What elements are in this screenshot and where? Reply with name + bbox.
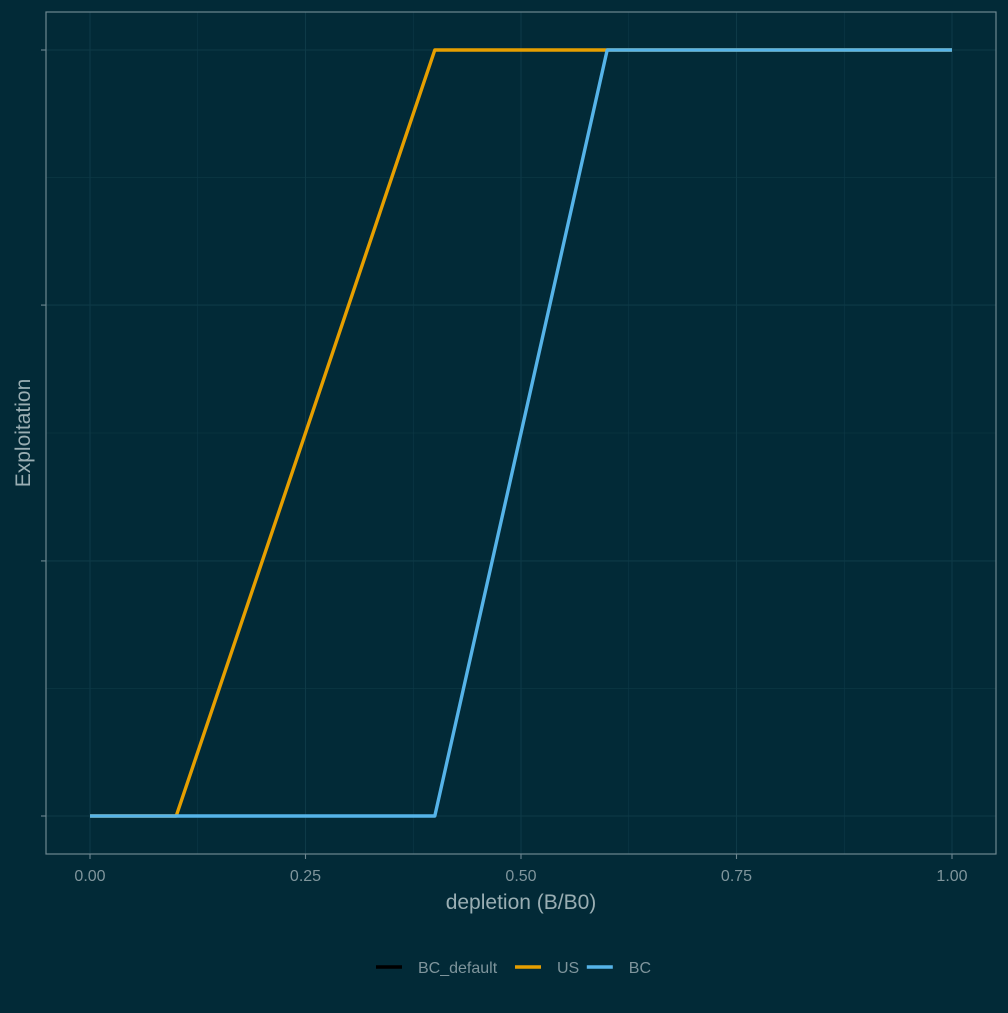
legend-label-bc: BC bbox=[629, 960, 651, 977]
x-tick-label: 0.25 bbox=[290, 868, 321, 885]
legend-label-bc-default: BC_default bbox=[418, 960, 498, 977]
x-tick-label: 0.75 bbox=[721, 868, 752, 885]
y-axis-title: Exploitation bbox=[12, 379, 35, 488]
x-tick-label: 0.00 bbox=[74, 868, 105, 885]
legend-label-us: US bbox=[557, 960, 579, 977]
series-line-bc bbox=[90, 48, 952, 818]
x-axis-title: depletion (B/B0) bbox=[446, 891, 597, 914]
x-tick-label: 0.50 bbox=[505, 868, 536, 885]
x-tick-label: 1.00 bbox=[936, 868, 967, 885]
legend: BC_default US BC bbox=[376, 960, 651, 977]
grid-layer bbox=[46, 12, 996, 854]
series-layer bbox=[90, 48, 952, 818]
axis-layer: 0.00 0.25 0.50 0.75 1.00 bbox=[41, 49, 968, 885]
